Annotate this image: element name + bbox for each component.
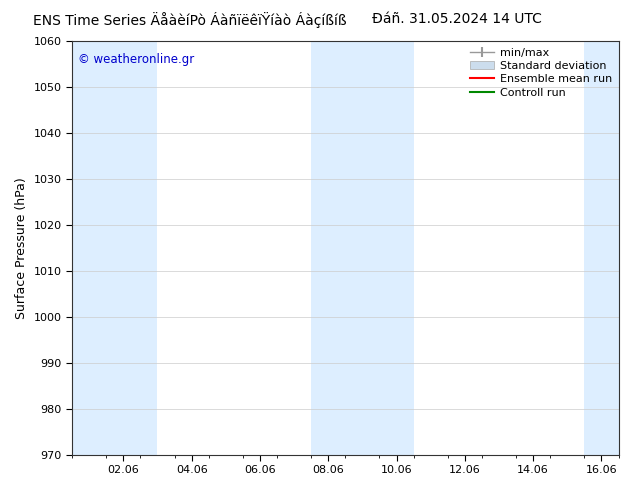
Bar — [72, 41, 157, 455]
Y-axis label: Surface Pressure (hPa): Surface Pressure (hPa) — [15, 177, 28, 318]
Bar — [311, 41, 413, 455]
Text: © weatheronline.gr: © weatheronline.gr — [77, 53, 194, 67]
Bar — [585, 41, 619, 455]
Legend: min/max, Standard deviation, Ensemble mean run, Controll run: min/max, Standard deviation, Ensemble me… — [466, 45, 615, 101]
Text: Đáñ. 31.05.2024 14 UTC: Đáñ. 31.05.2024 14 UTC — [372, 12, 541, 26]
Text: ENS Time Series ÄåàèíPò ÁàñïëêïŸíàò Áàçíßíß: ENS Time Series ÄåàèíPò ÁàñïëêïŸíàò Áàçí… — [34, 12, 347, 28]
